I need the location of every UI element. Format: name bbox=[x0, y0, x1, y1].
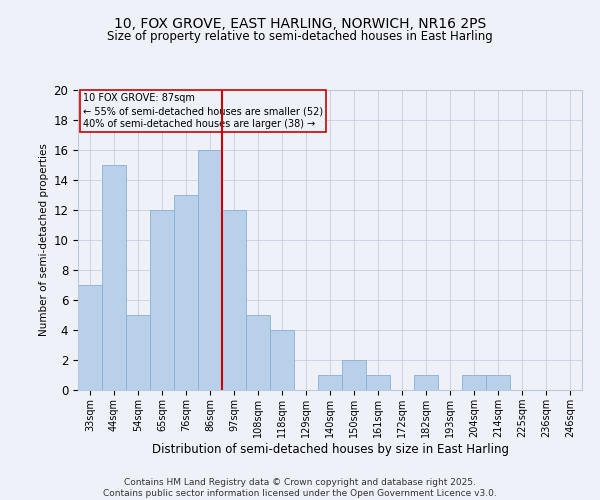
X-axis label: Distribution of semi-detached houses by size in East Harling: Distribution of semi-detached houses by … bbox=[151, 442, 509, 456]
Text: Size of property relative to semi-detached houses in East Harling: Size of property relative to semi-detach… bbox=[107, 30, 493, 43]
Bar bbox=[126, 315, 150, 390]
Bar bbox=[78, 285, 102, 390]
Text: Contains HM Land Registry data © Crown copyright and database right 2025.
Contai: Contains HM Land Registry data © Crown c… bbox=[103, 478, 497, 498]
Bar bbox=[246, 315, 270, 390]
Text: 10, FOX GROVE, EAST HARLING, NORWICH, NR16 2PS: 10, FOX GROVE, EAST HARLING, NORWICH, NR… bbox=[114, 18, 486, 32]
Bar bbox=[318, 375, 342, 390]
Bar bbox=[462, 375, 486, 390]
Bar bbox=[198, 150, 222, 390]
Bar bbox=[102, 165, 126, 390]
Bar bbox=[222, 210, 246, 390]
Bar bbox=[150, 210, 174, 390]
Bar bbox=[486, 375, 510, 390]
Text: 10 FOX GROVE: 87sqm
← 55% of semi-detached houses are smaller (52)
40% of semi-d: 10 FOX GROVE: 87sqm ← 55% of semi-detach… bbox=[83, 93, 323, 130]
Bar bbox=[414, 375, 438, 390]
Y-axis label: Number of semi-detached properties: Number of semi-detached properties bbox=[39, 144, 49, 336]
Bar bbox=[270, 330, 294, 390]
Bar bbox=[174, 195, 198, 390]
Bar bbox=[342, 360, 366, 390]
Bar bbox=[366, 375, 390, 390]
